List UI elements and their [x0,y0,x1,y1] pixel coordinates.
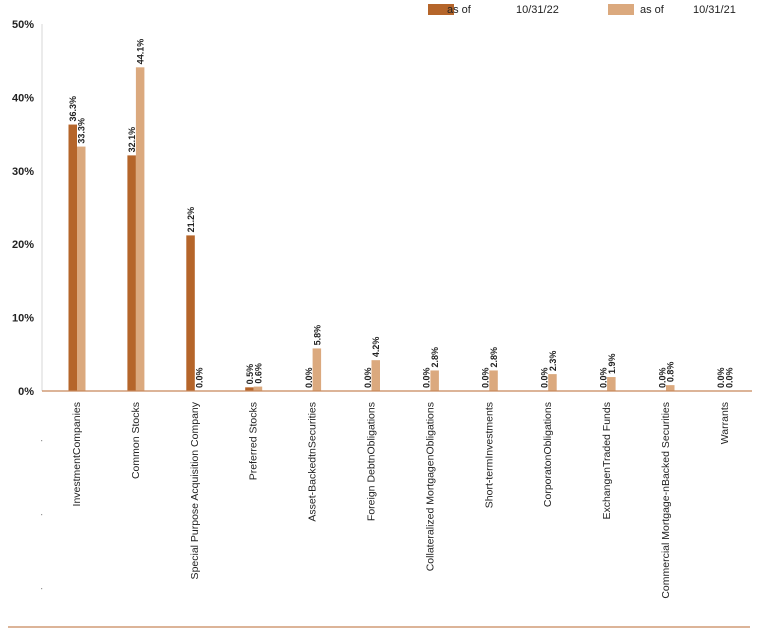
x-axis: InvestmentCompanies Common Stocks Special … [8,390,752,628]
data-label-s2-5: 5.8% [312,325,322,346]
data-label-s2-11: 0.8% [666,362,676,383]
bar-s1-2 [127,155,136,391]
x-tick-label-9: CorporatonObligations [542,402,554,507]
x-tick-label-5: Asset-BackedtnSecurities [307,402,319,522]
y-axis: 0% 10% 20% 30% 40% 50% [12,19,43,398]
bar-s1-3 [186,235,195,391]
x-tick-label-2: Common Stocks [130,402,142,479]
y-tick-label: 10% [12,313,34,325]
x-tick-label-11: Commercial Mortgage-nBacked Securities [660,402,672,599]
y-tick-label: 20% [12,239,34,251]
data-label-s2-1: 33.3% [77,118,87,144]
bar-s2-5 [312,348,322,391]
data-labels: 36.3%33.3% 32.1% 44.1% 21.2% 0.0% 0.5%0.6% 0.0… [68,39,734,388]
data-label-s2-10: 1.9% [607,354,617,375]
data-label-s1-7: 0.0% [422,367,432,388]
data-label-s1-6: 0.0% [363,367,373,388]
x-tick-label-4: Preferred Stocks [248,402,260,480]
data-label-s2-3: 0.0% [195,367,205,388]
bar-s1-4 [245,387,254,391]
data-label-s1-8: 0.0% [481,367,491,388]
data-label-s2-4: 0.6% [253,363,263,384]
data-label-s1-2: 32.1% [127,127,137,153]
data-label-s2-6: 4.2% [371,337,381,358]
data-label-s1-1: 36.3% [68,96,78,122]
axis-dot-3 [41,588,43,590]
bar-s2-2 [135,67,145,391]
y-tick-label: 50% [12,19,34,31]
data-label-s1-4: 0.5% [245,364,255,385]
x-tick-label-6: Foreign DebtnObligations [366,402,378,521]
legend-swatch-1 [428,4,454,15]
axis-dot-1 [41,440,43,442]
data-label-s1-5: 0.0% [304,367,314,388]
y-tick-label: 40% [12,92,34,104]
x-tick-label-1: InvestmentCompanies [71,402,83,506]
legend-date-1: 10/31/22 [516,4,559,16]
data-label-s1-12: 0.0% [716,367,726,388]
bar-s2-9 [548,374,557,391]
y-tick-label: 0% [18,386,34,398]
bar-s2-4 [253,386,263,391]
bar-s2-6 [371,360,380,391]
legend-date-2: 10/31/21 [693,4,736,16]
x-tick-label-3: Special Purpose Acquisition Company [189,401,201,579]
data-label-s2-8: 2.8% [489,347,499,368]
legend-swatch-2 [608,4,634,15]
x-tick-label-10: ExchangenTraded Funds [601,402,613,520]
legend: as of 10/31/22 as of 10/31/21 [428,4,736,16]
data-label-s1-3: 21.2% [186,207,196,233]
bars [68,67,675,392]
bar-s2-11 [666,385,675,391]
x-tick-label-8: Short-termInvestments [483,402,495,508]
x-tick-label-12: Warrants [719,402,731,444]
legend-label-2: as of [640,4,665,16]
data-label-s1-10: 0.0% [598,367,608,388]
data-label-s1-11: 0.0% [657,367,667,388]
bar-s1-1 [68,124,77,392]
bar-s2-1 [77,146,86,391]
bar-s2-10 [607,377,616,391]
data-label-s2-12: 0.0% [725,367,735,388]
axis-dot-2 [41,514,43,516]
x-tick-label-7: Collateralized MortgagenObligations [424,402,436,571]
data-label-s2-9: 2.3% [548,351,558,372]
legend-label-1: as of [447,4,472,16]
y-tick-label: 30% [12,166,34,178]
data-label-s2-7: 2.8% [430,347,440,368]
bar-s2-7 [430,370,439,391]
bar-s2-8 [489,370,498,391]
data-label-s2-2: 44.1% [136,39,146,65]
data-label-s1-9: 0.0% [539,367,549,388]
